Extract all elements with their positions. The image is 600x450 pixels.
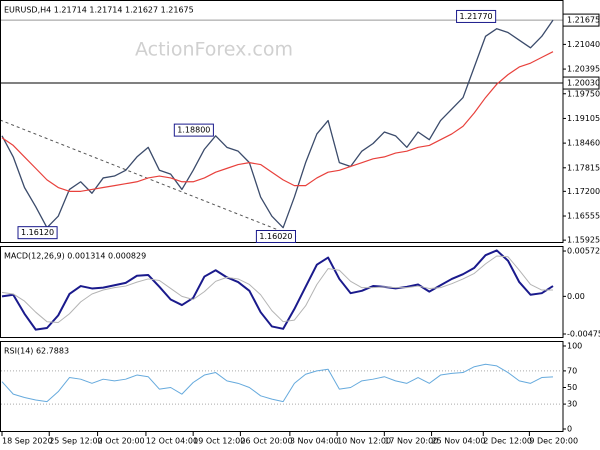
x-tick-label: 25 Nov 04:00 [432, 437, 486, 446]
y-tick-label: 1.20395 [567, 65, 600, 74]
x-tick-label: 18 Sep 2020 [2, 437, 53, 446]
annotation-box [255, 229, 296, 243]
y-tick-label: 30 [567, 400, 577, 409]
annotation-label: 1.21770 [460, 12, 493, 21]
series-line [1, 255, 553, 323]
panel-frame [0, 246, 564, 338]
annotation-label: 1.16020 [259, 232, 292, 241]
current-price-label: 1.21675 [567, 16, 600, 25]
annotation-label: 1.16120 [21, 228, 54, 237]
y-tick-label: 1.18460 [567, 139, 600, 148]
y-tick-label: 0.00 [567, 292, 585, 301]
x-tick-label: 3 Nov 04:00 [290, 437, 339, 446]
series-line [1, 249, 554, 331]
y-tick-label: 50 [567, 383, 577, 392]
y-tick-label: 0.005725 [567, 247, 600, 256]
annotation-box [173, 123, 214, 137]
y-tick-label: 1.21040 [567, 40, 600, 49]
y-tick-label: 0 [567, 425, 572, 434]
y-tick-label: 70 [567, 366, 577, 375]
series-line [1, 51, 554, 192]
y-tick-label: 100 [567, 341, 582, 350]
annotation-box [17, 226, 58, 240]
series-line [1, 19, 554, 229]
y-tick-label: -0.004755 [567, 330, 600, 339]
panel-title: MACD(12,26,9) 0.001314 0.000829 [4, 252, 146, 261]
y-tick-label: 1.17815 [567, 163, 600, 172]
annotation-label: 1.18800 [177, 126, 210, 135]
current-price-box [562, 13, 600, 27]
series-line [1, 363, 554, 403]
x-tick-label: 26 Oct 20:00 [240, 437, 292, 446]
hline-label-box [562, 76, 600, 90]
x-tick-label: 2 Dec 12:00 [483, 437, 532, 446]
x-tick-label: 17 Nov 20:00 [384, 437, 438, 446]
trend-line [0, 119, 297, 238]
x-tick-label: 12 Oct 04:00 [146, 437, 198, 446]
hline-label: 1.20030 [567, 79, 600, 88]
panel-title: EURUSD,H4 1.21714 1.21714 1.21627 1.2167… [4, 6, 194, 15]
panel-title: RSI(14) 62.7883 [4, 347, 69, 356]
x-tick-label: 9 Dec 20:00 [529, 437, 578, 446]
y-tick-label: 1.17200 [567, 187, 600, 196]
watermark: ActionForex.com [135, 39, 293, 61]
y-tick-label: 1.19750 [567, 89, 600, 98]
panel-frame [0, 341, 564, 432]
y-tick-label: 1.19105 [567, 114, 600, 123]
x-tick-label: 10 Nov 12:00 [337, 437, 391, 446]
x-tick-label: 2 Oct 20:00 [98, 437, 145, 446]
x-tick-label: 19 Oct 12:00 [193, 437, 245, 446]
y-tick-label: 1.16555 [567, 212, 600, 221]
y-tick-label: 1.15925 [567, 236, 600, 245]
annotation-box [456, 9, 497, 23]
x-tick-label: 25 Sep 12:00 [49, 437, 102, 446]
